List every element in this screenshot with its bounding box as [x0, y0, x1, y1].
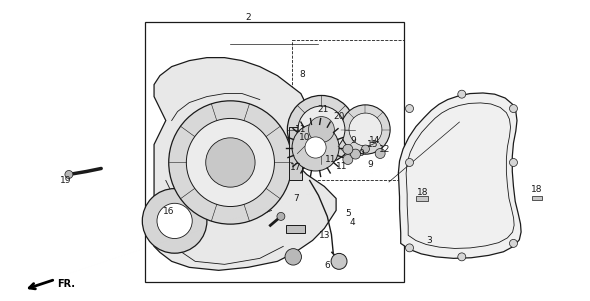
Circle shape — [458, 253, 466, 261]
Circle shape — [292, 124, 339, 171]
Text: 9: 9 — [358, 149, 363, 158]
Text: FR.: FR. — [57, 279, 75, 289]
Text: 21: 21 — [317, 105, 329, 114]
Circle shape — [142, 189, 207, 253]
Circle shape — [65, 170, 73, 178]
Bar — [532, 197, 542, 200]
Text: 12: 12 — [379, 144, 390, 154]
Circle shape — [285, 249, 301, 265]
Circle shape — [169, 101, 292, 224]
Circle shape — [510, 159, 517, 166]
Circle shape — [341, 105, 390, 154]
Text: 13: 13 — [319, 231, 330, 240]
Circle shape — [510, 104, 517, 113]
Bar — [289, 126, 302, 181]
Text: 19: 19 — [60, 176, 72, 185]
Bar — [286, 225, 305, 233]
Circle shape — [343, 154, 353, 164]
Text: 14: 14 — [369, 135, 380, 144]
Circle shape — [287, 95, 356, 163]
Bar — [145, 22, 404, 282]
Circle shape — [350, 149, 360, 159]
Circle shape — [331, 253, 347, 269]
Text: 5: 5 — [345, 209, 350, 218]
Circle shape — [405, 159, 414, 166]
Circle shape — [298, 106, 345, 153]
Text: 11: 11 — [324, 155, 336, 164]
Text: 18: 18 — [531, 185, 543, 194]
Text: 16: 16 — [163, 207, 175, 216]
Circle shape — [375, 148, 385, 158]
Circle shape — [157, 203, 192, 238]
Text: 20: 20 — [333, 113, 345, 121]
Bar — [416, 197, 428, 201]
Circle shape — [305, 137, 326, 158]
Text: 9: 9 — [351, 136, 356, 145]
Circle shape — [349, 113, 382, 146]
Text: 3: 3 — [426, 236, 432, 245]
Circle shape — [186, 118, 274, 206]
Circle shape — [510, 239, 517, 247]
Text: 11: 11 — [336, 163, 348, 172]
Text: 11: 11 — [295, 125, 307, 134]
Polygon shape — [398, 93, 521, 258]
Text: 2: 2 — [245, 13, 251, 22]
Text: 8: 8 — [300, 70, 306, 79]
Circle shape — [405, 244, 414, 252]
Text: 4: 4 — [350, 218, 355, 227]
Circle shape — [405, 104, 414, 113]
Text: 15: 15 — [367, 140, 378, 149]
Text: 7: 7 — [293, 194, 299, 203]
Circle shape — [309, 116, 335, 142]
Text: 18: 18 — [417, 188, 429, 197]
Text: 10: 10 — [299, 132, 310, 141]
Text: 9: 9 — [368, 160, 373, 169]
Bar — [292, 40, 404, 181]
Circle shape — [206, 138, 255, 187]
Circle shape — [277, 213, 285, 220]
Text: 17: 17 — [290, 163, 302, 172]
Text: 6: 6 — [324, 261, 330, 270]
Polygon shape — [154, 57, 336, 270]
Circle shape — [362, 145, 369, 153]
Circle shape — [343, 144, 353, 154]
Circle shape — [458, 90, 466, 98]
